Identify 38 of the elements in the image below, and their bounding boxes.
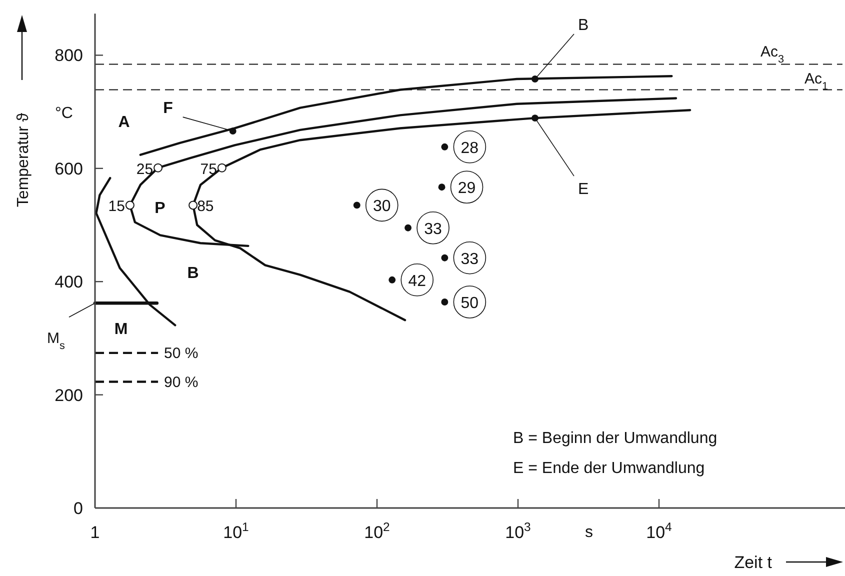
ref-line-label: Ac$_{1}$ [804, 70, 828, 93]
annotation: E = Ende der Umwandlung [513, 460, 705, 477]
annotation: 50 [460, 294, 479, 312]
x-axis-title: Zeit t [734, 553, 772, 572]
annotation: 42 [408, 272, 426, 290]
annotation: 33 [460, 250, 479, 268]
annotation: F [163, 100, 174, 118]
annotation: 25 [136, 160, 154, 178]
annotation: 33 [424, 220, 442, 238]
y-tick-label: 400 [54, 272, 83, 292]
x-tick-label: 10$^{1}$ [223, 520, 250, 542]
annotation: 15 [108, 198, 125, 216]
x-tick-label: 1 [90, 523, 100, 542]
y-tick-label: 200 [54, 386, 83, 405]
text: °C [55, 105, 73, 122]
ref-line-label: Ac$_{3}$ [760, 43, 784, 66]
annotation: A [118, 114, 130, 131]
annotation: B [187, 265, 199, 282]
annotation: B = Beginn der Umwandlung [513, 430, 718, 447]
annotation: M [114, 321, 128, 338]
annotation: E [578, 181, 589, 198]
series-label: 50 % [164, 344, 198, 362]
annotation: 28 [460, 140, 479, 157]
y-axis-title: Temperatur ϑ [15, 112, 32, 208]
series-label: 90 % [164, 374, 198, 391]
annotation: 30 [372, 198, 391, 216]
text: M$_{s}$ [47, 330, 66, 352]
annotation: B [578, 16, 589, 34]
y-tick-label: 0 [74, 499, 83, 518]
annotation: 85 [197, 198, 214, 216]
x-tick-label: 10$^{2}$ [364, 520, 390, 542]
x-tick-label: 10$^{3}$ [505, 520, 532, 542]
y-tick-label: 800 [54, 46, 83, 66]
annotation: P [154, 200, 166, 217]
annotation: 29 [458, 180, 476, 198]
y-tick-label: 600 [54, 159, 83, 178]
text: s [585, 524, 593, 541]
x-tick-label: 10$^{4}$ [646, 520, 672, 542]
